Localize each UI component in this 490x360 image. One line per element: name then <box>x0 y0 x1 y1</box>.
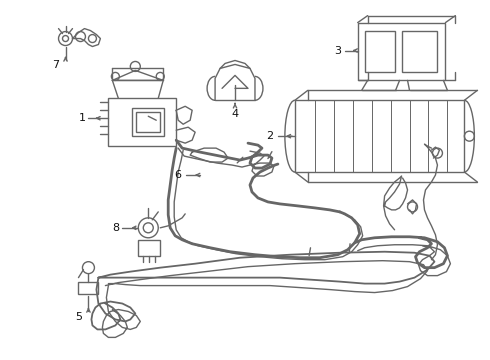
Text: 8: 8 <box>112 223 119 233</box>
Text: 4: 4 <box>231 109 239 119</box>
Bar <box>138 240 160 256</box>
Bar <box>78 282 98 293</box>
Bar <box>365 31 394 72</box>
Text: 1: 1 <box>79 113 86 123</box>
Text: 7: 7 <box>52 60 59 71</box>
Text: 2: 2 <box>267 131 273 141</box>
Bar <box>295 100 465 172</box>
Bar <box>401 31 438 72</box>
Text: 3: 3 <box>334 45 341 55</box>
Bar <box>136 112 160 132</box>
Text: 6: 6 <box>175 170 182 180</box>
Text: 5: 5 <box>75 312 82 323</box>
Bar <box>358 23 445 80</box>
Bar <box>108 98 176 146</box>
Bar <box>132 108 164 136</box>
